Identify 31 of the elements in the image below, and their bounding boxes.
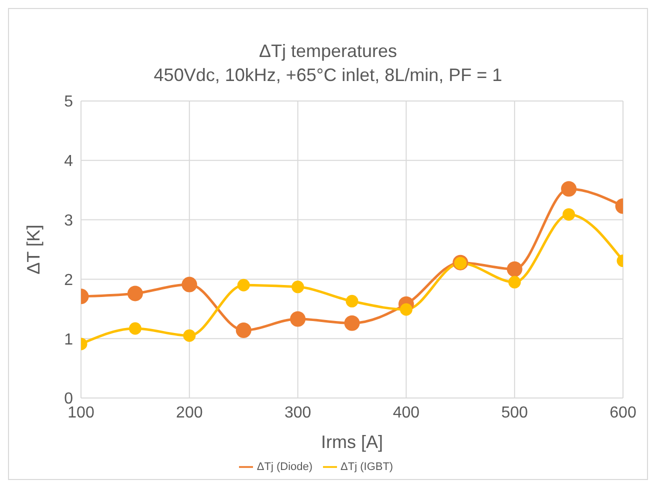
point [292, 280, 304, 294]
point [127, 286, 143, 302]
y-tick-label: 2 [64, 272, 74, 289]
point [183, 329, 196, 342]
x-tick-label: 600 [610, 404, 636, 422]
point [290, 311, 306, 327]
x-tick-label: 500 [501, 404, 528, 422]
y-tick-label: 5 [64, 94, 74, 111]
point [561, 181, 577, 197]
point [237, 278, 250, 292]
point [344, 315, 360, 331]
point [508, 276, 521, 288]
point [182, 276, 198, 292]
point [128, 322, 142, 335]
x-axis-title: Irms [A] [321, 432, 383, 452]
x-tick-label: 300 [284, 404, 312, 422]
point [346, 294, 358, 308]
legend-label: ΔTj (IGBT) [340, 460, 394, 473]
point [236, 322, 252, 338]
x-tick-label: 400 [392, 404, 420, 422]
chart-title: ΔTj temperatures [258, 40, 398, 63]
point [400, 303, 412, 316]
x-tick-label: 200 [176, 404, 203, 422]
chart-subtitle: 450Vdc, 10kHz, +65°C inlet, 8L/min, PF = 1 [152, 64, 504, 87]
y-axis-title: ΔT [K] [23, 224, 44, 274]
y-tick-label: 4 [64, 153, 74, 170]
point [562, 208, 576, 221]
point [506, 261, 522, 277]
legend-label: ΔTj (Diode) [256, 460, 313, 473]
y-tick-label: 3 [64, 212, 74, 230]
y-tick-label: 1 [64, 331, 74, 348]
